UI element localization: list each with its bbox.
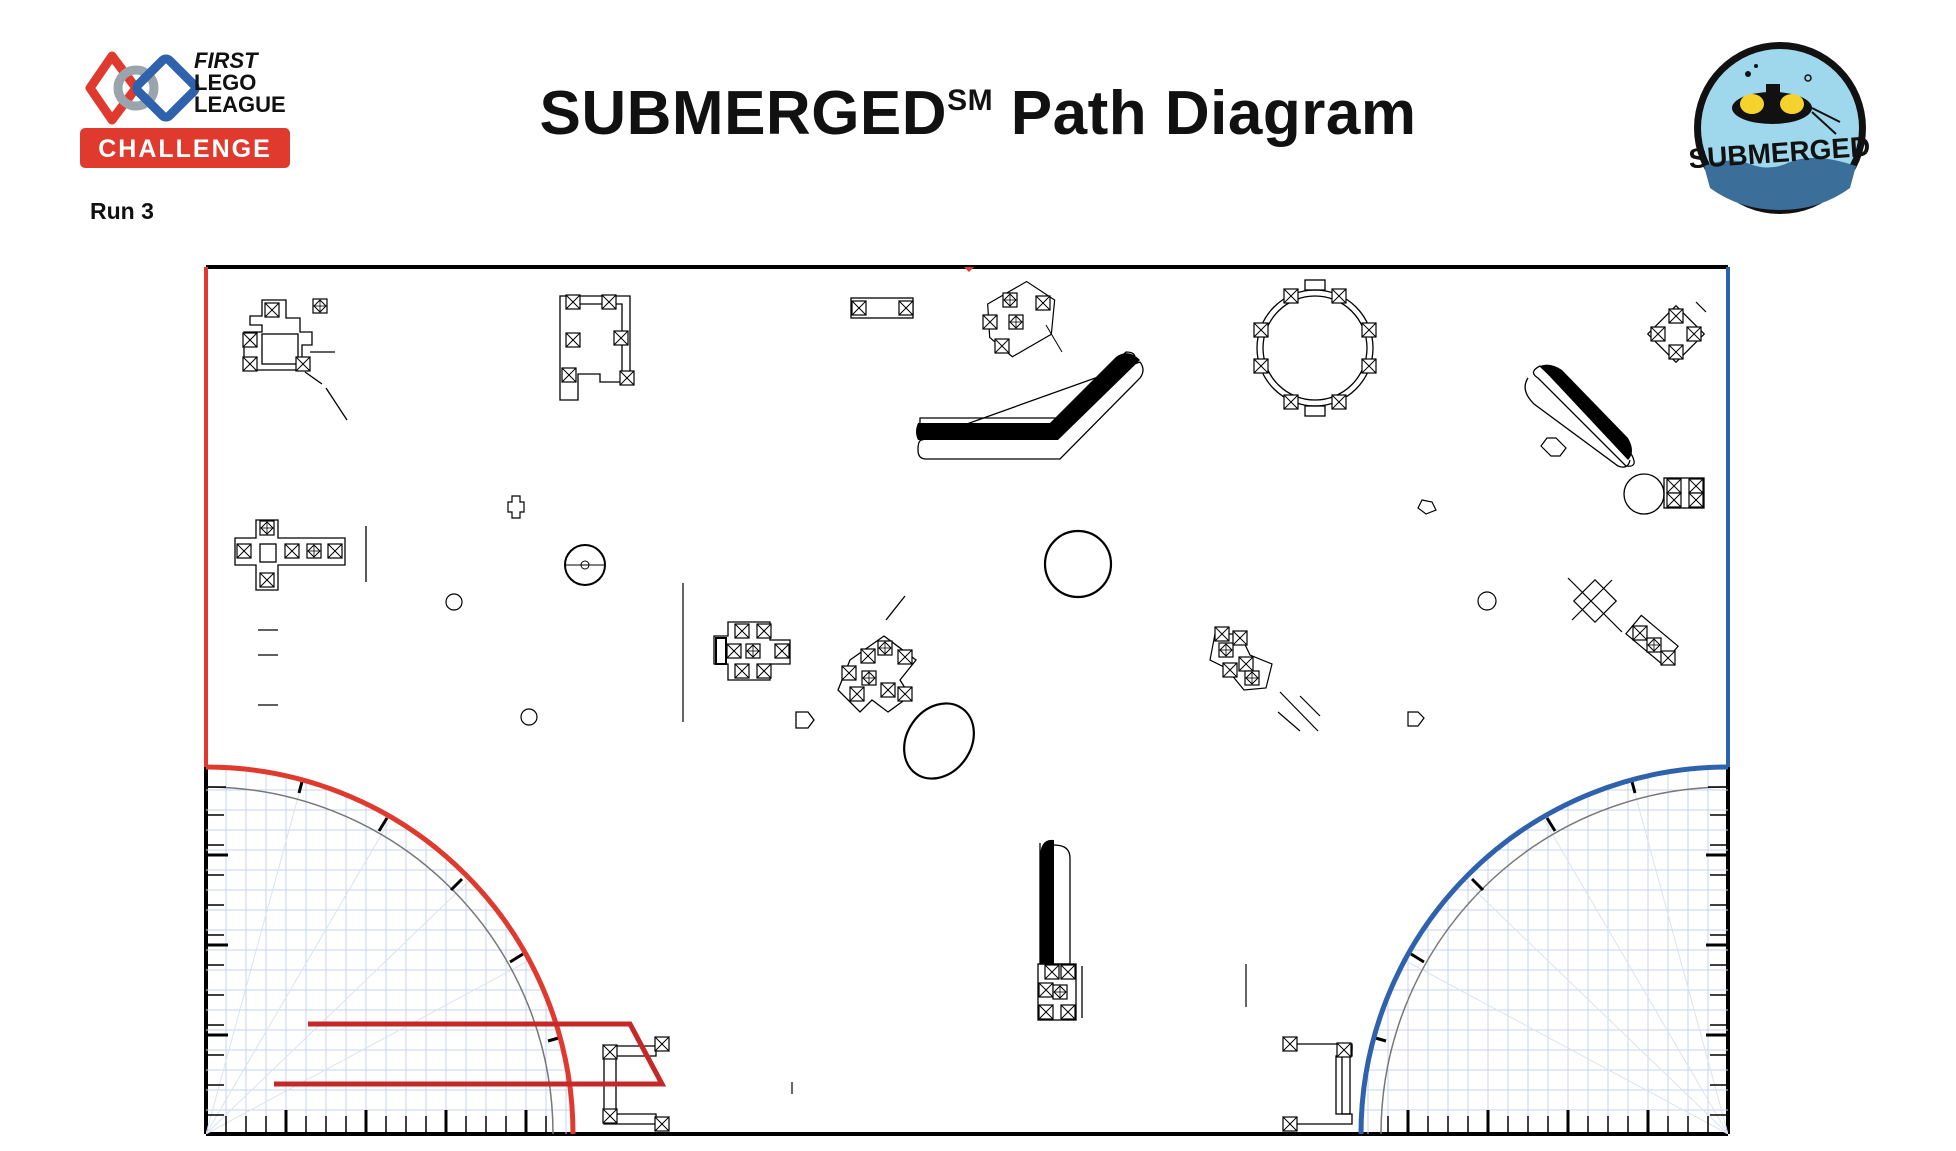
mission-model-center-diag [795, 595, 917, 729]
small-circle-3 [1477, 591, 1497, 611]
title-rest: Path Diagram [993, 79, 1417, 148]
small-marker-right [1407, 499, 1437, 727]
challenge-badge-text: CHALLENGE [98, 135, 272, 163]
first-lego-league-logo: FIRST LEGO LEAGUE CHALLENGE [80, 48, 290, 168]
mission-model-right-mid [1623, 473, 1705, 515]
logo-league-text: LEAGUE [194, 92, 286, 117]
ramp-top-right [1524, 364, 1635, 468]
ramp-top-center [916, 351, 1144, 460]
title-service-mark: SM [947, 84, 994, 117]
target-circle [564, 544, 606, 586]
small-circle-1 [445, 593, 463, 611]
blue-launch-area [1358, 764, 1729, 1135]
small-marker-left [258, 495, 525, 706]
submarine-icon [1732, 64, 1841, 135]
small-circle-2 [520, 708, 538, 726]
mission-model-top-right [1646, 301, 1707, 364]
mission-model-left-mid [234, 519, 367, 591]
robot-path [274, 1021, 667, 1087]
red-launch-area [205, 764, 576, 1135]
field-border [204, 265, 1730, 1136]
challenge-badge [80, 128, 290, 168]
first-logo-mark [85, 51, 200, 125]
mission-model-center-left [713, 621, 791, 681]
title-main: SUBMERGED [539, 79, 948, 148]
mission-model-coral [987, 280, 1063, 358]
ellipse-center [903, 702, 975, 780]
logo-first-text: FIRST [194, 48, 259, 73]
logo-lego-text: LEGO [194, 70, 256, 95]
ramp-bottom-center [1039, 839, 1071, 965]
run-label: Run 3 [90, 198, 154, 224]
large-circle-center [1043, 529, 1113, 599]
page-title: SUBMERGEDSM Path Diagram [0, 78, 1956, 149]
small-part-right [1540, 437, 1567, 457]
submerged-logo: SUBMERGED [1690, 42, 1870, 214]
mission-model-octagon [1256, 279, 1374, 417]
mission-model-top-left-2 [559, 295, 631, 401]
mission-model-bottom-center [1037, 963, 1083, 1021]
